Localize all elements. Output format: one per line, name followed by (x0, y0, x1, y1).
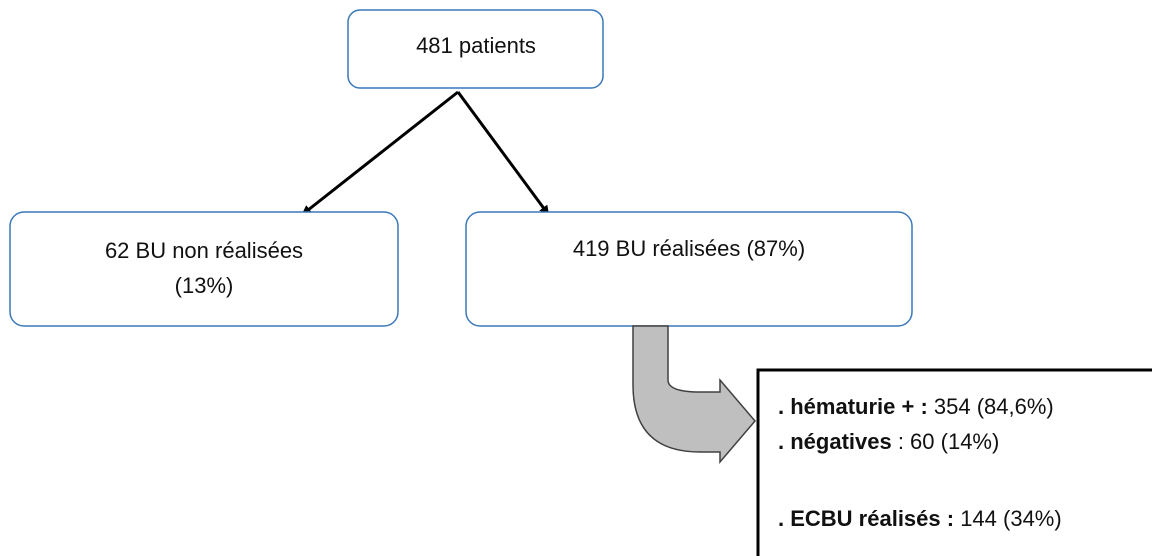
result-label: . hématurie + : (778, 394, 928, 419)
node-text: 419 BU réalisées (87%) (573, 236, 805, 261)
result-box (756, 368, 1152, 556)
node-text: (13%) (175, 273, 234, 298)
node-box (9, 211, 399, 327)
node-text: 481 patients (416, 33, 536, 58)
curved-arrow (632, 325, 756, 465)
arrow (456, 91, 550, 216)
result-value: : 60 (14%) (892, 429, 1000, 454)
result-label: . négatives (778, 429, 892, 454)
result-line: . hématurie + : 354 (84,6%) (778, 394, 1054, 419)
arrow (301, 90, 459, 216)
result-line: . négatives : 60 (14%) (778, 429, 999, 454)
result-value: 144 (34%) (954, 506, 1062, 531)
result-value: 354 (84,6%) (928, 394, 1054, 419)
result-label: . ECBU réalisés : (778, 506, 954, 531)
node-text: 62 BU non réalisées (105, 238, 303, 263)
node-box (465, 211, 913, 327)
result-line: . ECBU réalisés : 144 (34%) (778, 506, 1062, 531)
node-box (347, 9, 604, 89)
